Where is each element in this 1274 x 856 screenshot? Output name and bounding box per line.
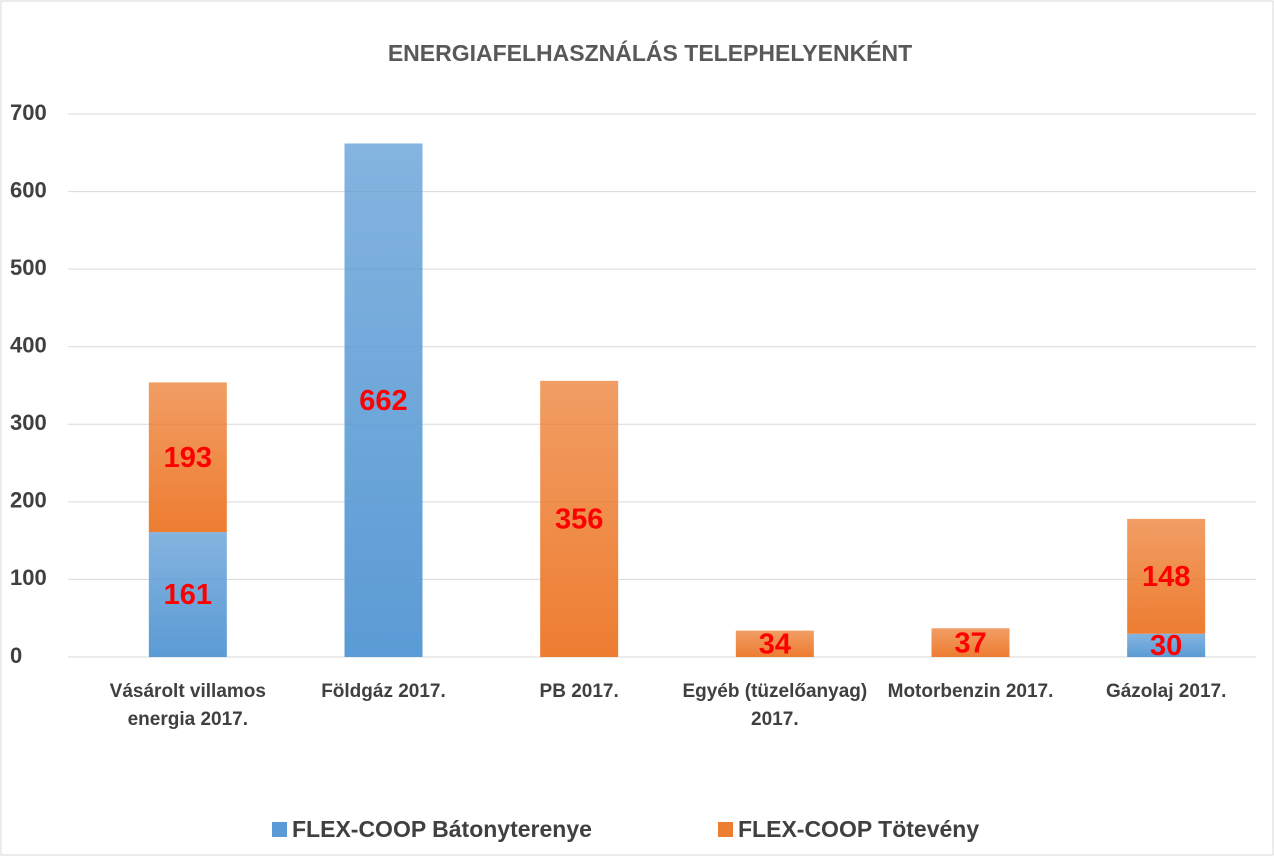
y-tick-label: 100 xyxy=(10,565,47,590)
legend-swatch xyxy=(718,822,733,837)
y-tick-label: 500 xyxy=(10,255,47,280)
y-tick-label: 0 xyxy=(10,643,22,668)
x-tick-label: PB 2017. xyxy=(540,681,619,702)
x-tick-label: Földgáz 2017. xyxy=(321,681,446,702)
data-label: 356 xyxy=(555,504,603,536)
data-label: 34 xyxy=(759,628,791,660)
y-tick-label: 300 xyxy=(10,410,47,435)
y-tick-label: 400 xyxy=(10,333,47,358)
chart-title: ENERGIAFELHASZNÁLÁS TELEPHELYENKÉNT xyxy=(388,39,912,66)
x-tick-label: Egyéb (tüzelőanyag) 2017. xyxy=(682,681,867,730)
bar xyxy=(1127,633,1206,657)
bar xyxy=(148,532,227,657)
bar xyxy=(1127,518,1206,634)
y-tick-label: 600 xyxy=(10,177,47,202)
bar xyxy=(148,382,227,533)
legend-swatch xyxy=(272,822,287,837)
y-tick-label: 700 xyxy=(10,100,47,125)
data-label: 662 xyxy=(359,385,407,417)
data-label: 193 xyxy=(164,442,212,474)
legend-label: FLEX-COOP Tötevény xyxy=(738,816,979,842)
bar xyxy=(735,630,814,657)
data-label: 37 xyxy=(954,627,986,659)
y-tick-label: 200 xyxy=(10,488,47,513)
legend-label: FLEX-COOP Bátonyterenye xyxy=(292,816,592,842)
x-tick-label: Vásárolt villamos energia 2017. xyxy=(110,681,266,730)
x-tick-label: Motorbenzin 2017. xyxy=(888,681,1054,702)
data-label: 148 xyxy=(1142,561,1190,593)
bar xyxy=(344,143,423,657)
bar xyxy=(540,380,619,657)
data-label: 30 xyxy=(1150,630,1182,662)
x-tick-label: Gázolaj 2017. xyxy=(1106,681,1226,702)
data-label: 161 xyxy=(164,579,212,611)
bar xyxy=(931,628,1010,657)
